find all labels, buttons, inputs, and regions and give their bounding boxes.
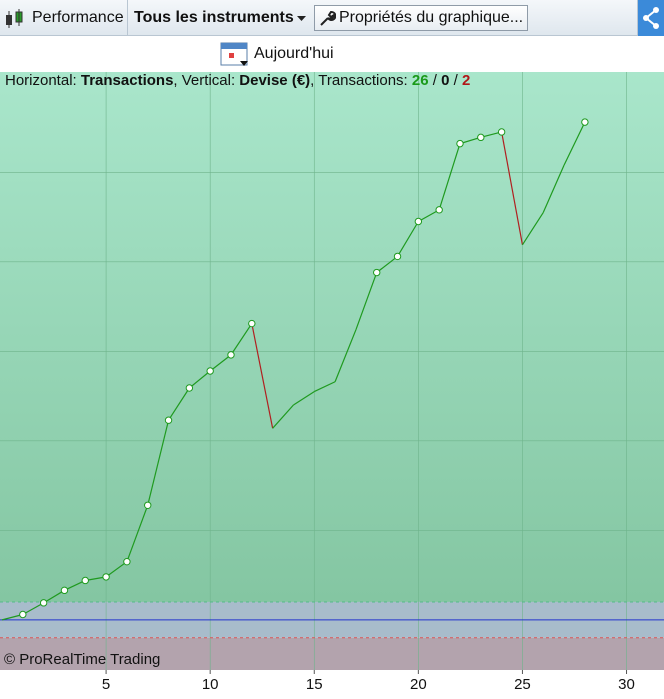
equity-segment xyxy=(542,164,565,213)
equity-segment xyxy=(376,255,398,274)
equity-high-marker xyxy=(227,351,235,359)
equity-high-marker xyxy=(102,573,110,581)
equity-segment xyxy=(521,212,544,246)
info-segment: , Transactions: xyxy=(310,72,412,89)
equity-segment xyxy=(43,589,65,604)
info-segment: Transactions xyxy=(80,72,174,89)
equity-segment xyxy=(147,420,170,506)
x-tick-label: 5 xyxy=(102,676,110,693)
equity-high-marker xyxy=(81,576,89,585)
share-icon xyxy=(643,7,659,29)
dropdown-arrow xyxy=(297,16,306,21)
wrench-icon xyxy=(320,11,336,26)
equity-high-marker xyxy=(435,206,443,214)
plot-background xyxy=(0,72,664,602)
date-bar: Aujourd'hui xyxy=(0,36,664,72)
info-segment: / xyxy=(428,72,442,89)
info-segment: / xyxy=(449,72,462,89)
chart: 5 10 15 20 25 30 xyxy=(0,72,664,699)
equity-high-marker xyxy=(373,268,381,277)
info-segment: Devise (€) xyxy=(239,72,311,89)
equity-segment xyxy=(22,602,44,616)
instruments-dropdown[interactable]: Tous les instruments xyxy=(134,9,294,26)
equity-high-marker xyxy=(39,599,48,607)
copyright: © ProRealTime Trading xyxy=(4,651,161,668)
equity-high-marker xyxy=(185,384,194,392)
equity-segment xyxy=(334,329,357,382)
equity-segment xyxy=(230,323,253,356)
equity-high-marker xyxy=(456,139,464,148)
equity-segment xyxy=(105,561,128,578)
equity-high-marker xyxy=(206,367,214,375)
equity-segment xyxy=(251,323,274,429)
today-label[interactable]: Aujourd'hui xyxy=(254,45,334,62)
equity-high-marker xyxy=(581,118,589,126)
equity-segment xyxy=(418,209,440,223)
share-button[interactable] xyxy=(638,0,664,36)
equity-segment xyxy=(209,354,232,372)
equity-high-marker xyxy=(248,319,256,328)
toolbar: Performance Tous les instruments Proprié… xyxy=(0,0,664,36)
equity-segment xyxy=(501,131,524,245)
equity-segment xyxy=(64,579,86,591)
info-segment: 0 xyxy=(441,72,450,89)
equity-high-marker xyxy=(164,416,173,424)
info-segment: Horizontal: xyxy=(5,72,81,89)
equity-high-marker xyxy=(144,501,152,509)
properties-button[interactable]: Propriétés du graphique... xyxy=(314,5,529,31)
equity-high-marker xyxy=(393,252,402,261)
equity-high-marker xyxy=(19,610,27,619)
loss-band xyxy=(0,637,664,670)
x-tick-label: 10 xyxy=(202,676,219,693)
info-segment: 2 xyxy=(461,72,471,89)
equity-segment xyxy=(272,404,294,429)
equity-segment xyxy=(126,505,149,562)
calendar-icon[interactable] xyxy=(220,40,250,68)
equity-segment xyxy=(314,381,336,393)
equity-segment xyxy=(563,121,586,166)
equity-segment xyxy=(293,391,315,406)
x-tick-label: 25 xyxy=(514,676,531,693)
info-segment: 26 xyxy=(411,72,429,89)
equity-high-marker xyxy=(123,557,131,566)
equity-high-marker xyxy=(414,217,423,226)
x-tick-label: 15 xyxy=(306,676,323,693)
x-tick-label: 20 xyxy=(410,676,427,693)
equity-segment xyxy=(397,221,419,257)
equity-high-marker xyxy=(477,133,485,142)
equity-segment xyxy=(438,143,461,211)
equity-high-marker xyxy=(497,128,506,136)
equity-segment xyxy=(168,387,190,421)
info-segment: , Vertical: xyxy=(173,72,240,89)
equity-segment xyxy=(355,272,378,331)
performance-tab[interactable]: Performance xyxy=(32,9,124,26)
candle-icon xyxy=(6,9,23,28)
equity-segment xyxy=(188,370,211,389)
info-line: Horizontal: Transactions, Vertical: Devi… xyxy=(5,72,470,90)
x-tick-label: 30 xyxy=(618,676,635,693)
x-axis-area xyxy=(0,670,664,699)
properties-label: Propriétés du graphique... xyxy=(339,9,524,26)
equity-high-marker xyxy=(60,586,69,595)
